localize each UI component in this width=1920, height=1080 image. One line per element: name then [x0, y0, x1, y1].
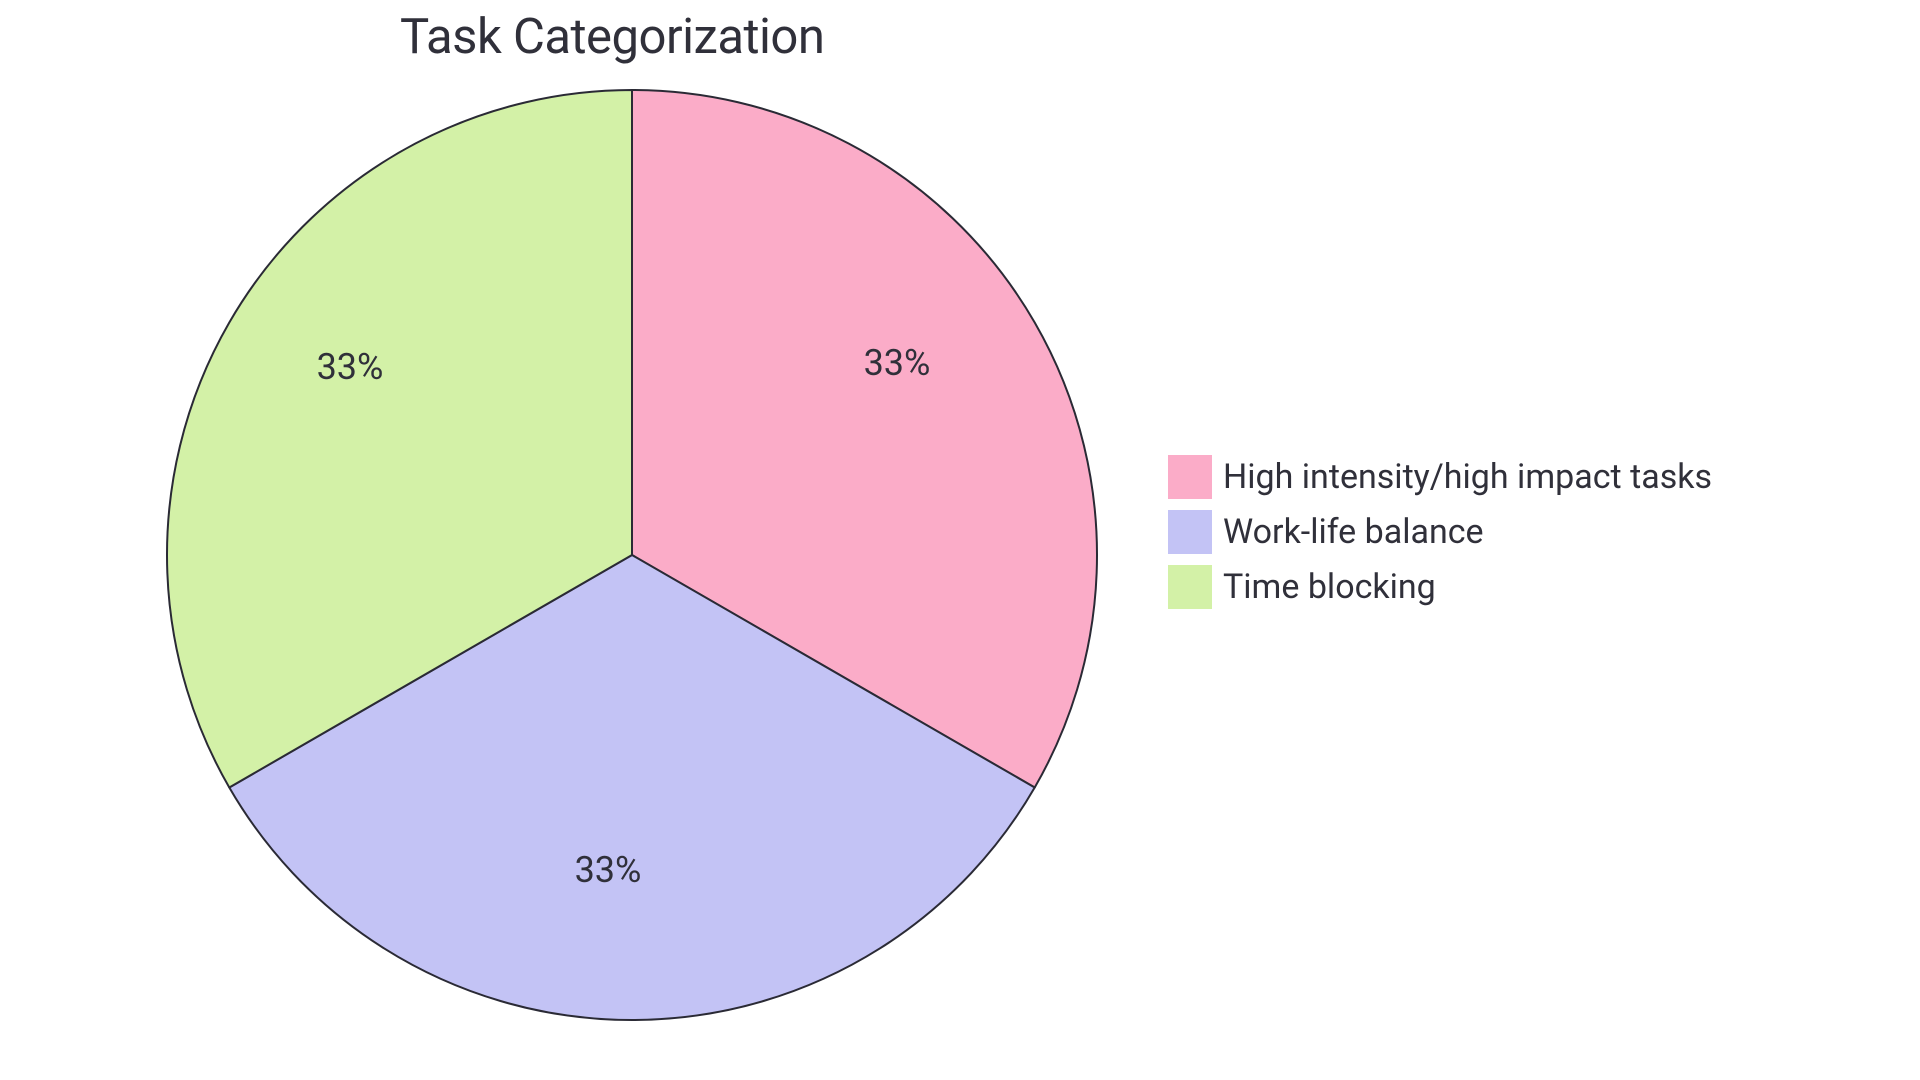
- slice-percent-label: 33%: [575, 849, 642, 891]
- slice-percent-label: 33%: [317, 346, 384, 388]
- legend-swatch: [1168, 455, 1212, 499]
- chart-container: Task Categorization 33% 33% 33% High inten…: [0, 0, 1920, 1080]
- legend-label: High intensity/high impact tasks: [1223, 460, 1712, 494]
- legend: High intensity/high impact tasks Work-lif…: [1168, 455, 1712, 609]
- legend-item: Time blocking: [1168, 565, 1712, 609]
- chart-title: Task Categorization: [400, 8, 824, 65]
- slice-percent-label: 33%: [864, 342, 931, 384]
- legend-swatch: [1168, 565, 1212, 609]
- legend-item: High intensity/high impact tasks: [1168, 455, 1712, 499]
- legend-label: Work-life balance: [1223, 515, 1484, 549]
- legend-item: Work-life balance: [1168, 510, 1712, 554]
- legend-label: Time blocking: [1223, 570, 1436, 604]
- legend-swatch: [1168, 510, 1212, 554]
